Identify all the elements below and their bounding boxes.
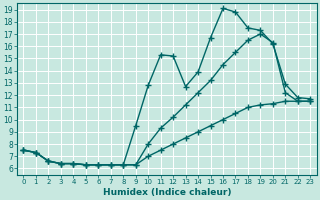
X-axis label: Humidex (Indice chaleur): Humidex (Indice chaleur) [103,188,231,197]
